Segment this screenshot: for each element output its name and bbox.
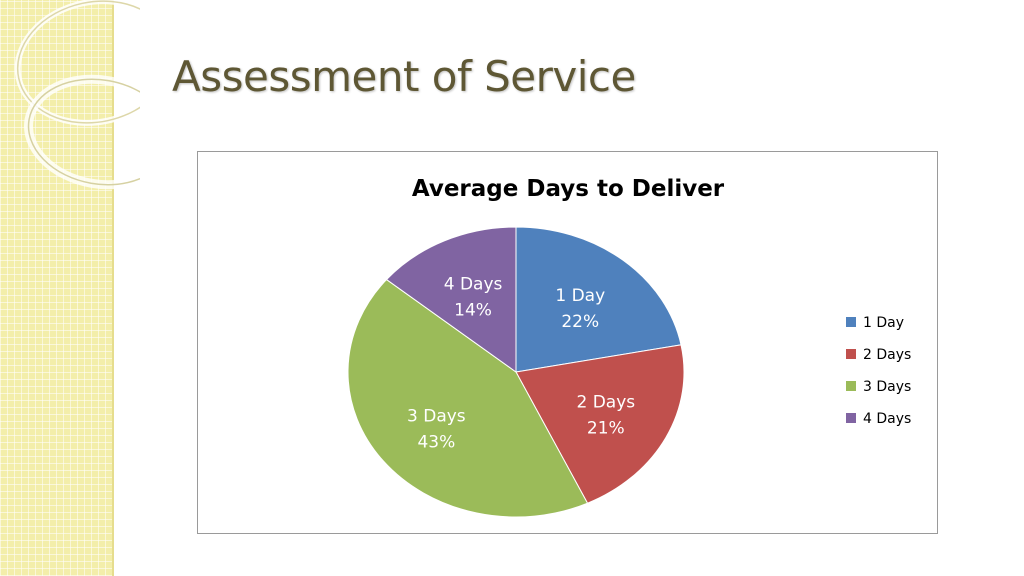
chart-frame: Average Days to Deliver 1 Day 22% 2 Days 21… [197, 151, 938, 534]
chart-title: Average Days to Deliver [412, 176, 725, 202]
slice-label-percent: 22% [561, 312, 599, 332]
pie-slices [347, 226, 685, 518]
slice-label-category: 1 Day [555, 286, 605, 306]
legend-label-2-days: 2 Days [863, 347, 911, 363]
side-band-edge [112, 0, 114, 576]
slice-label-category: 4 Days [444, 274, 503, 294]
pie-slice-2-days [515, 344, 685, 504]
decorative-side-band [0, 0, 114, 576]
slice-label-percent: 21% [587, 418, 625, 438]
slide-title: Assessment of Service [172, 52, 636, 101]
legend-swatch-2-days [846, 349, 856, 359]
legend-label-3-days: 3 Days [863, 379, 911, 395]
slice-label-category: 2 Days [576, 392, 635, 412]
pie-slice-3-days [347, 278, 589, 518]
slice-labels: 1 Day 22% 2 Days 21% 3 Days 43% 4 Days 14% [407, 274, 635, 452]
pie-slice-1-day [515, 226, 682, 373]
slice-label-percent: 14% [454, 300, 492, 320]
legend-label-1-day: 1 Day [863, 315, 904, 331]
chart-legend: 1 Day 2 Days 3 Days 4 Days [846, 315, 911, 427]
legend-label-4-days: 4 Days [863, 411, 911, 427]
slice-label-category: 3 Days [407, 406, 466, 426]
legend-swatch-1-day [846, 317, 856, 327]
legend-swatch-4-days [846, 413, 856, 423]
pie-slice-4-days [385, 226, 517, 373]
legend-swatch-3-days [846, 381, 856, 391]
decorative-swirl-icon [14, 0, 140, 190]
slice-label-percent: 43% [417, 432, 455, 452]
pie-chart: Average Days to Deliver 1 Day 22% 2 Days 21… [347, 176, 911, 518]
